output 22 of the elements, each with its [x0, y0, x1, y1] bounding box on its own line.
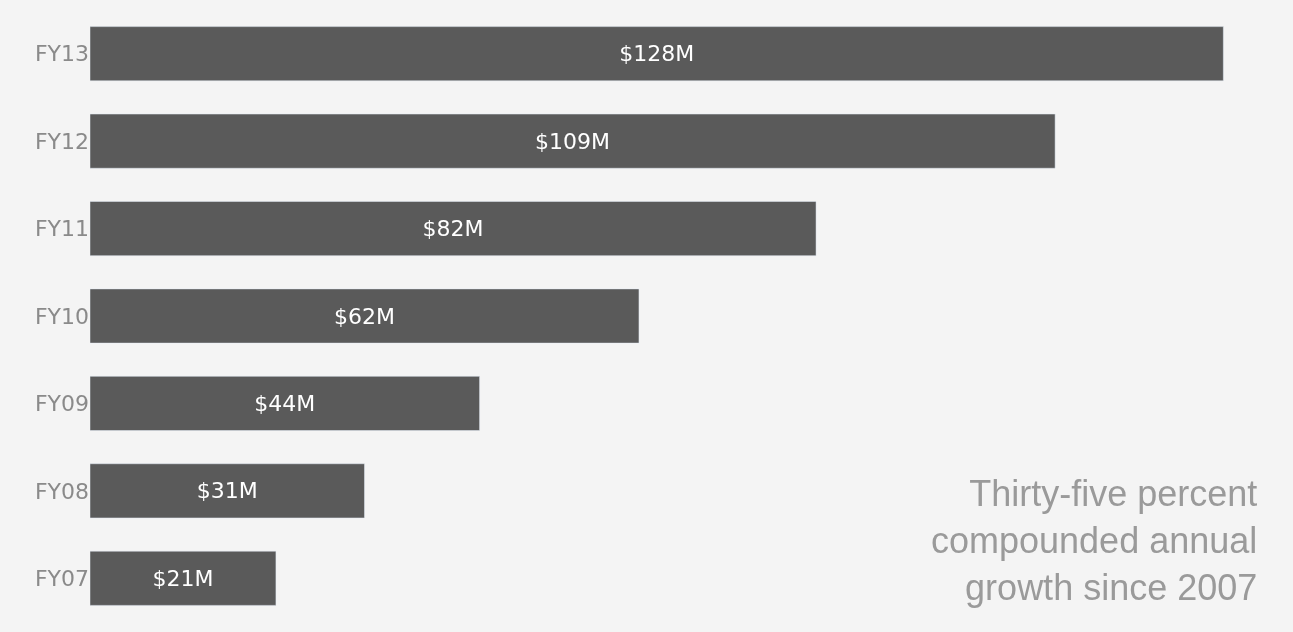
- bar: [90, 463, 365, 519]
- bar: [90, 113, 1056, 169]
- bar: [90, 550, 277, 606]
- data-label: $21M: [152, 565, 214, 591]
- y-tick-label: FY13: [34, 41, 89, 67]
- bar: [90, 376, 480, 431]
- bar: [90, 26, 1224, 82]
- y-tick-label: FY11: [34, 216, 89, 242]
- data-label: $44M: [254, 390, 316, 416]
- data-label: $128M: [619, 41, 695, 67]
- annotation: Thirty-five percent compounded annual growth since 2007: [931, 473, 1258, 608]
- y-tick-label: FY07: [34, 565, 89, 591]
- y-tick-label: FY08: [34, 478, 89, 504]
- data-label: $31M: [196, 478, 258, 504]
- y-tick-label: FY12: [34, 128, 89, 154]
- y-tick-label: FY09: [34, 391, 89, 417]
- data-label: $109M: [535, 128, 611, 154]
- data-label: $82M: [422, 216, 484, 242]
- data-label: $62M: [333, 303, 395, 329]
- y-tick-label: FY10: [34, 303, 89, 329]
- bar: [90, 201, 817, 256]
- bar: [90, 288, 640, 344]
